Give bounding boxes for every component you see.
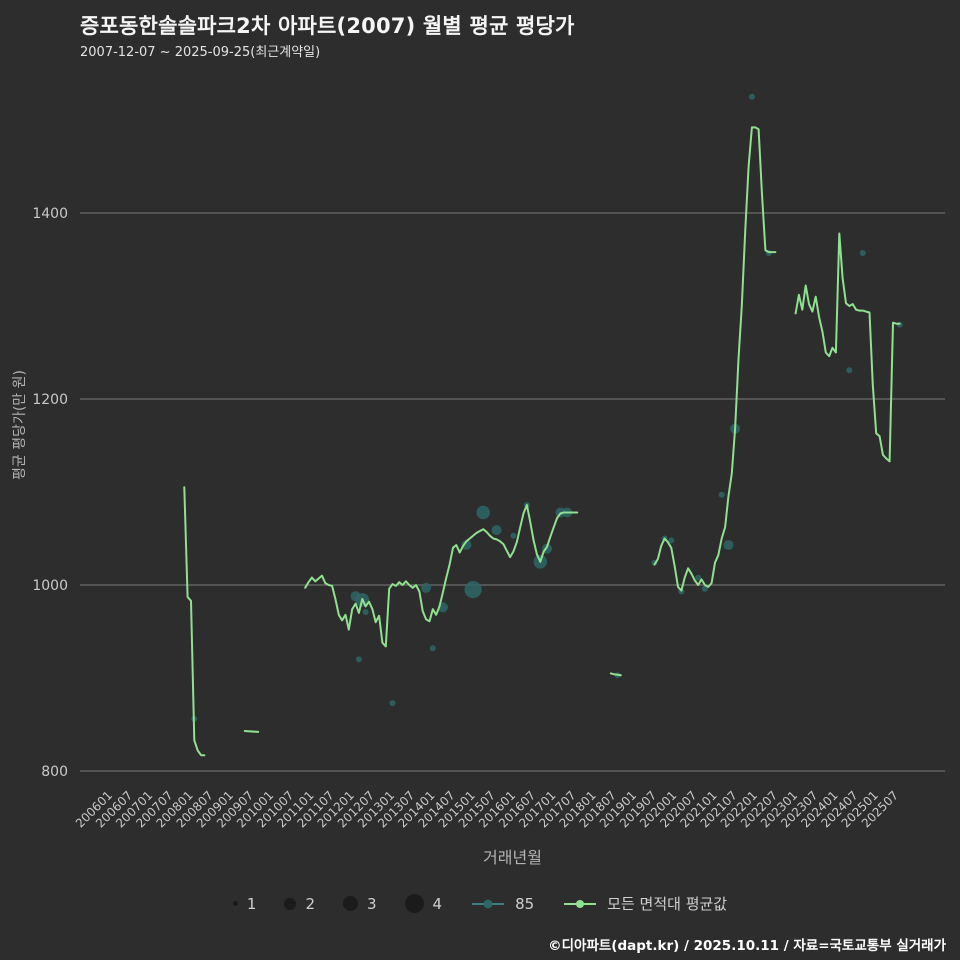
legend-size-1-label: 1: [246, 894, 257, 913]
legend-series-all-label: 모든 면적대 평균값: [607, 895, 728, 913]
y-axis-label: 평균 평당가(만 원): [12, 370, 28, 480]
svg-text:1000: 1000: [32, 578, 68, 594]
legend-size-3: 3: [342, 894, 377, 913]
size-4-dot-icon: [404, 894, 424, 913]
svg-text:1200: 1200: [32, 392, 68, 408]
x-axis-label: 거래년월: [483, 848, 542, 867]
legend-size-1: 1: [232, 894, 257, 913]
svg-text:800: 800: [41, 764, 68, 780]
size-1-dot-icon: [232, 901, 238, 906]
page-subtitle: 2007-12-07 ~ 2025-09-25(최근계약일): [80, 45, 321, 60]
legend-size-2: 2: [284, 895, 315, 913]
legend-series-85-label: 85: [515, 894, 535, 913]
series-all-marker-icon: [564, 899, 597, 908]
legend-size-4-label: 4: [432, 894, 443, 913]
legend-series-85: 85: [470, 895, 534, 913]
page-title: 증포동한솔솔파크2차 아파트(2007) 월별 평균 평당가: [80, 14, 575, 38]
size-2-dot-icon: [284, 897, 297, 910]
series-85-marker-icon: [472, 899, 505, 908]
legend-size-2-label: 2: [305, 894, 315, 913]
copyright-source-note: ©디아파트(dapt.kr) / 2025.10.11 / 자료=국토교통부 실…: [548, 938, 946, 954]
chart-legend: 1 2 3 4 85 모든 면적대 평균값: [0, 893, 960, 914]
legend-size-3-label: 3: [366, 894, 377, 913]
svg-text:1400: 1400: [32, 206, 68, 222]
size-3-dot-icon: [342, 896, 358, 911]
legend-size-4: 4: [404, 894, 443, 913]
legend-series-all: 모든 면적대 평균값: [562, 893, 727, 914]
